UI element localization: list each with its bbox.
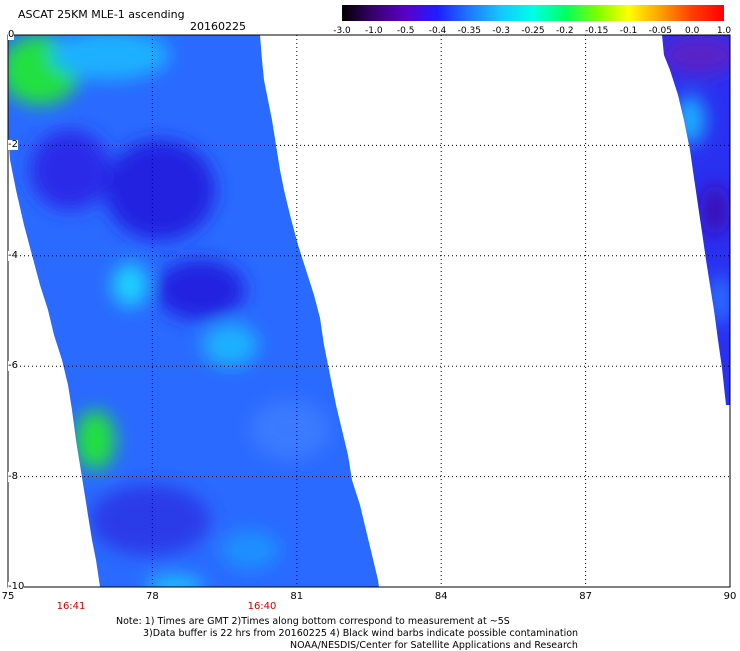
x-tick-label: 75 (1, 591, 15, 602)
color-bar-label: -0.2 (556, 26, 574, 36)
color-bar-fill (342, 5, 724, 21)
color-bar-label: -0.3 (492, 26, 510, 36)
x-tick-label: 81 (290, 591, 304, 602)
note-line-2: 3)Data buffer is 22 hrs from 20160225 4)… (143, 628, 579, 639)
credit-line: NOAA/NESDIS/Center for Satellite Applica… (290, 640, 578, 651)
chart-date: 20160225 (190, 20, 246, 33)
chart-title: ASCAT 25KM MLE-1 ascending (18, 8, 185, 21)
y-tick-label: -10 (8, 581, 25, 592)
color-bar-label: -0.05 (648, 26, 672, 36)
color-bar-label: -0.15 (585, 26, 609, 36)
swath-time-label: 16:41 (56, 601, 86, 612)
color-bar-label: -1.0 (365, 26, 383, 36)
color-bar-label: -0.5 (396, 26, 415, 36)
color-bar-gradient (342, 5, 724, 21)
map-frame (7, 34, 731, 588)
y-tick-label: -8 (8, 470, 18, 482)
x-tick-label: 84 (434, 591, 448, 602)
color-bar-label: 1.0 (716, 26, 732, 36)
note-line-1: Note: 1) Times are GMT 2)Times along bot… (116, 616, 510, 627)
x-tick-label: 87 (579, 591, 592, 602)
color-bar-label: -0.25 (521, 26, 545, 36)
color-bar-label: -0.1 (619, 26, 638, 36)
swath-time-label: 16:40 (247, 601, 277, 612)
x-tick-label: 90 (723, 591, 737, 602)
y-tick-label: 0 (8, 29, 15, 40)
y-tick-label: -6 (8, 360, 18, 372)
color-bar (342, 5, 724, 21)
swath-left (8, 35, 379, 587)
color-bar-label: -0.4 (428, 26, 447, 36)
color-bar-label: -0.35 (457, 26, 481, 36)
color-bar-label: 0.0 (684, 26, 700, 36)
color-bar-label: -3.0 (333, 26, 351, 36)
x-tick-label: 78 (146, 591, 159, 602)
y-tick-label: -2 (8, 139, 18, 151)
y-tick-label: -4 (8, 249, 18, 261)
swath-right (662, 35, 730, 405)
